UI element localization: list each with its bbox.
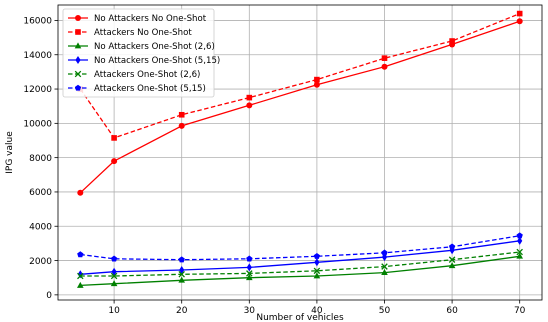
data-point [110,255,118,262]
data-point [246,263,252,272]
ticks: 10 20 30 40 50 60 70 0 2000 4000 6000 8000 10000 1200… [23,17,525,316]
data-point [246,255,253,262]
y-tick-label: 16000 [23,17,52,27]
legend-marker [75,29,81,35]
data-point [77,272,84,280]
data-point [516,232,523,239]
legend-item: Attackers One-Shot (2,6) [68,70,200,80]
data-point [314,76,320,83]
legend-label: Attackers No One-Shot [94,28,192,38]
legend-label: Attackers One-Shot (2,6) [94,70,200,80]
data-point [178,276,186,283]
y-tick-label: 10000 [23,120,52,130]
data-point [313,272,321,279]
data-point [178,256,185,263]
x-axis-label: Number of vehicles [256,313,344,322]
series-line [79,20,520,194]
data-point [448,256,456,263]
y-axis-label: IPG value [5,131,15,174]
series-layer [77,10,523,288]
data-point [381,249,388,256]
y-tick-label: 6000 [29,188,52,198]
legend-item: Attackers One-Shot (5,15) [68,84,206,94]
series-2 [77,10,523,141]
series-line [79,12,520,139]
data-point [111,158,118,165]
x-tick-label: 10 [108,306,120,316]
series-3 [77,252,523,288]
data-point [246,94,253,101]
data-point [516,248,523,256]
series-line [80,240,520,275]
legend-marker [74,70,82,78]
data-point [178,111,185,118]
data-point [381,253,388,262]
data-point [381,55,388,61]
y-tick-label: 14000 [23,51,52,61]
data-point [448,243,456,250]
series-line [80,251,520,277]
legend: No Attackers No One-Shot Attackers No One… [62,8,220,98]
x-tick-label: 20 [176,306,188,316]
data-point [516,252,523,259]
series-5 [77,248,523,280]
x-tick-label: 70 [514,306,526,316]
series-line [80,235,520,261]
data-point [110,280,118,287]
data-point [313,81,320,88]
data-point [110,272,118,280]
data-point [77,251,84,258]
legend-label: No Attackers One-Shot (2,6) [94,42,215,52]
data-point [77,189,84,196]
legend-item: No Attackers No One-Shot [68,14,207,24]
data-point [314,258,320,267]
legend-item: Attackers No One-Shot [68,28,192,38]
data-point [111,267,117,276]
data-point [381,263,388,270]
x-tick-label: 60 [446,306,458,316]
data-point [517,236,523,245]
data-point [246,274,253,281]
plot-frame [57,4,543,301]
legend-marker [74,42,82,49]
legend-label: No Attackers One-Shot (5,15) [94,56,220,66]
y-tick-label: 8000 [29,154,52,164]
y-tick-label: 2000 [29,257,52,267]
legend-label: No Attackers No One-Shot [94,14,207,24]
data-point [178,271,185,278]
data-point [449,38,455,44]
y-tick-label: 4000 [29,222,52,232]
data-point [313,252,321,259]
data-point [246,270,253,277]
data-point [381,63,388,70]
y-tick-label: 0 [46,291,52,301]
data-point [313,267,321,275]
data-point [178,122,185,129]
series-line [80,255,520,287]
data-point [516,18,523,25]
legend-item: No Attackers One-Shot (5,15) [68,56,220,66]
legend-marker [75,56,81,64]
legend-label: Attackers One-Shot (5,15) [94,84,206,94]
series-4 [77,236,523,279]
legend-item: No Attackers One-Shot (2,6) [68,42,215,52]
legend-marker [75,15,81,21]
data-point [246,102,253,109]
data-point [516,10,523,17]
y-tick-label: 12000 [23,85,52,95]
series-6 [77,232,523,263]
data-point [179,265,185,274]
data-point [381,268,388,275]
legend-box [62,8,215,98]
legend-marker [74,84,82,91]
data-point [77,281,84,288]
data-point [111,135,117,141]
x-tick-label: 30 [244,306,256,316]
grid [58,5,542,300]
x-tick-label: 50 [379,306,391,316]
data-point [448,262,456,269]
x-tick-label: 40 [311,306,323,316]
